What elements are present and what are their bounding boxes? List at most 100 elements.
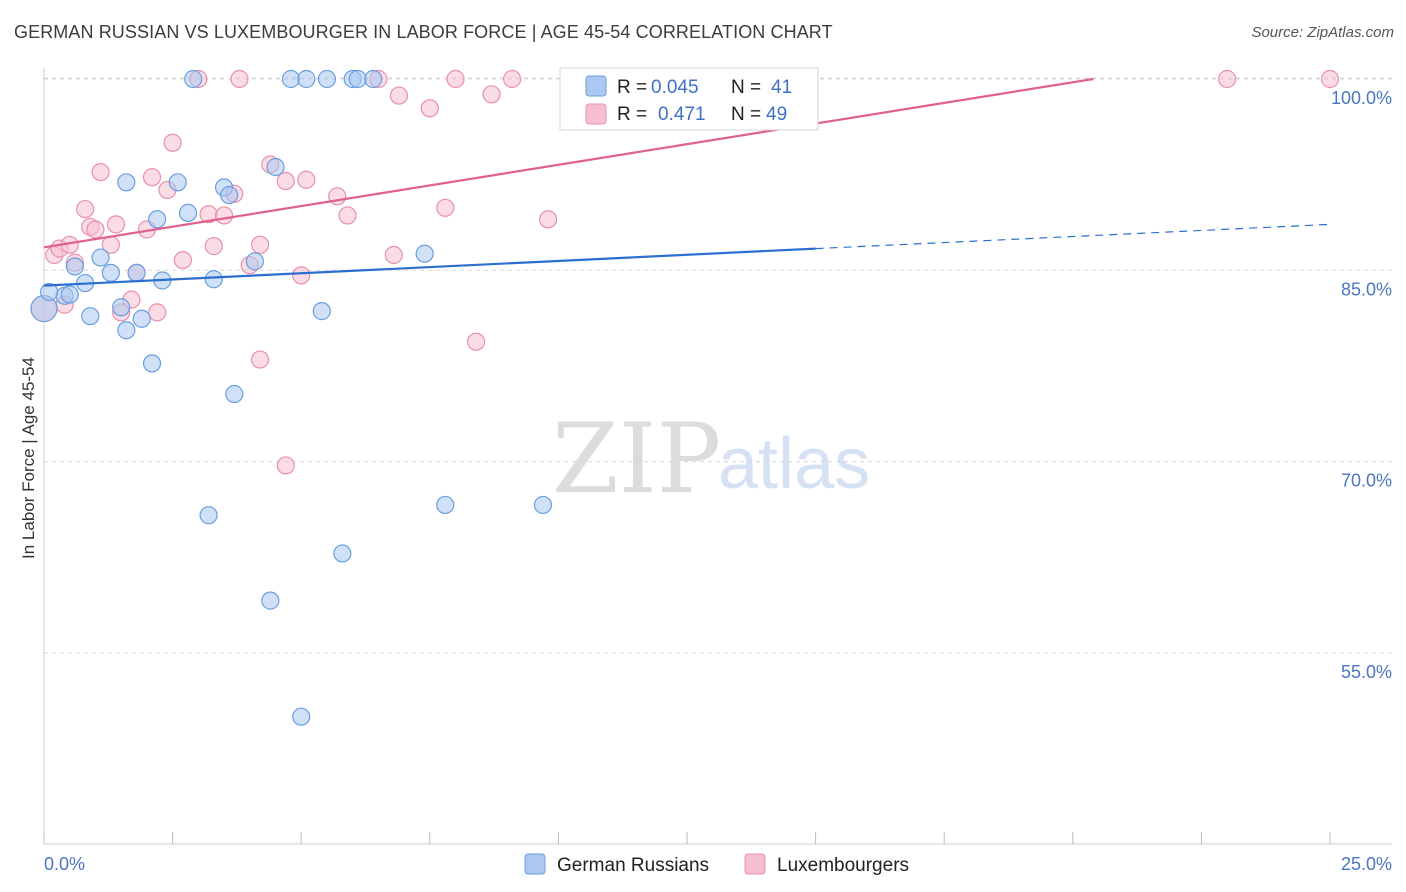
data-point bbox=[168, 173, 187, 192]
y-tick-labels: 55.0% 70.0% 85.0% 100.0% bbox=[1331, 88, 1392, 682]
data-point bbox=[245, 252, 265, 271]
data-point bbox=[127, 263, 146, 282]
legend-n-label-pink: N = bbox=[731, 104, 761, 125]
data-point bbox=[348, 69, 367, 89]
data-point bbox=[446, 69, 465, 89]
data-point bbox=[250, 235, 270, 254]
data-point bbox=[106, 215, 126, 234]
data-point bbox=[163, 133, 182, 152]
chart-title: GERMAN RUSSIAN VS LUXEMBOURGER IN LABOR … bbox=[14, 22, 833, 42]
data-point bbox=[173, 250, 192, 270]
data-point bbox=[466, 332, 486, 351]
data-point bbox=[389, 86, 409, 105]
data-point bbox=[384, 245, 403, 265]
legend-r-label-blue: R = bbox=[617, 77, 647, 98]
data-point bbox=[436, 495, 455, 515]
data-point bbox=[539, 210, 558, 229]
legend-swatch-pink bbox=[585, 103, 607, 125]
data-point bbox=[415, 244, 434, 263]
legend-swatch-blue bbox=[585, 75, 607, 97]
data-point bbox=[117, 173, 136, 192]
watermark-atlas: atlas bbox=[718, 424, 870, 504]
stats-legend: R = 0.045 N = 41 R = 0.471 N = 49 bbox=[559, 67, 819, 131]
data-point bbox=[297, 170, 316, 189]
legend-n-label-blue: N = bbox=[731, 77, 761, 98]
german-russians-points bbox=[30, 69, 686, 726]
legend-n-value-blue: 41 bbox=[771, 77, 792, 98]
source-label: Source: ZipAtlas.com bbox=[1251, 24, 1394, 41]
data-point bbox=[503, 69, 522, 89]
y-axis-title: In Labor Force | Age 45-54 bbox=[19, 357, 38, 559]
data-point bbox=[148, 210, 167, 229]
data-point bbox=[266, 157, 285, 177]
x-ticks bbox=[43, 832, 1331, 844]
data-point bbox=[148, 303, 167, 322]
data-point bbox=[276, 171, 295, 191]
data-point bbox=[142, 168, 162, 187]
data-point bbox=[1320, 69, 1340, 89]
trendline-german-russians bbox=[43, 247, 816, 287]
data-point bbox=[112, 298, 131, 317]
watermark-zip: ZIP bbox=[552, 403, 721, 515]
y-tick-label: 55.0% bbox=[1341, 662, 1392, 682]
data-point bbox=[132, 309, 151, 328]
x-tick-label-min: 0.0% bbox=[44, 854, 85, 874]
data-point bbox=[76, 199, 95, 219]
data-point bbox=[338, 206, 357, 225]
legend-r-value-pink: 0.471 bbox=[658, 104, 706, 125]
data-point bbox=[482, 85, 501, 104]
data-point bbox=[81, 307, 100, 326]
data-point bbox=[225, 384, 244, 404]
data-point bbox=[65, 257, 84, 276]
legend-r-label-pink: R = bbox=[617, 104, 647, 125]
data-point bbox=[1218, 69, 1237, 89]
data-point bbox=[436, 198, 455, 217]
gridlines bbox=[44, 77, 1392, 654]
trendlines bbox=[43, 77, 1331, 287]
data-point bbox=[178, 203, 198, 223]
y-tick-label: 70.0% bbox=[1341, 471, 1392, 491]
data-point bbox=[220, 185, 239, 205]
series-legend-label-pink: Luxembourgers bbox=[777, 855, 909, 876]
data-point bbox=[276, 456, 295, 475]
trendline-luxembourgers bbox=[43, 77, 1094, 249]
data-point bbox=[214, 206, 234, 225]
data-point bbox=[250, 350, 270, 369]
series-legend-label-blue: German Russians bbox=[557, 855, 709, 876]
data-point bbox=[261, 591, 280, 610]
data-point bbox=[142, 354, 162, 373]
data-point bbox=[312, 302, 331, 321]
data-point bbox=[364, 69, 383, 89]
data-point bbox=[204, 236, 223, 256]
y-tick-label: 85.0% bbox=[1341, 279, 1392, 299]
data-point bbox=[117, 321, 136, 340]
data-point bbox=[230, 69, 249, 89]
watermark: ZIP atlas bbox=[552, 403, 870, 515]
data-point bbox=[86, 220, 105, 239]
data-point bbox=[317, 69, 337, 89]
y-tick-label: 100.0% bbox=[1331, 88, 1392, 108]
data-point bbox=[297, 69, 316, 89]
data-point bbox=[40, 282, 59, 302]
axes bbox=[43, 68, 1392, 845]
data-point bbox=[420, 99, 439, 118]
data-point bbox=[292, 707, 311, 726]
data-point bbox=[91, 248, 110, 267]
legend-r-value-blue: 0.045 bbox=[651, 77, 699, 98]
data-point bbox=[184, 69, 203, 89]
data-point bbox=[292, 266, 311, 285]
series-legend-swatch-pink bbox=[744, 853, 766, 875]
data-point bbox=[333, 544, 352, 563]
data-point bbox=[533, 495, 553, 515]
data-point bbox=[101, 263, 120, 282]
series-legend: German Russians Luxembourgers bbox=[524, 853, 909, 876]
x-tick-label-max: 25.0% bbox=[1341, 854, 1392, 874]
data-point bbox=[91, 162, 110, 182]
data-point bbox=[60, 285, 79, 304]
data-point bbox=[281, 69, 301, 89]
legend-n-value-pink: 49 bbox=[766, 104, 787, 125]
data-point bbox=[199, 506, 218, 525]
series-legend-swatch-blue bbox=[524, 853, 546, 875]
trendline-german-russians-extension bbox=[815, 223, 1331, 250]
